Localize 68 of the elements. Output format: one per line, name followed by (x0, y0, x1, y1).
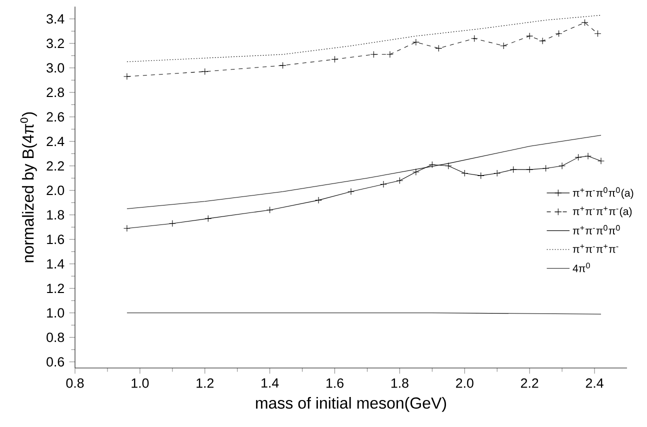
y-tick-label: 2.0 (46, 186, 64, 196)
point (510, 166, 517, 174)
y-tick-label: 2.4 (46, 136, 64, 146)
point (558, 162, 566, 170)
x-tick-label: 1.4 (262, 378, 279, 388)
point (555, 30, 562, 38)
y-tick-label: 1.4 (47, 259, 64, 268)
text: π$^{+}$π$^{-}$π$^{0}$π$^{0}$(a) (572, 187, 634, 199)
point (574, 154, 582, 161)
y-tick-label: 2.8 (46, 88, 64, 98)
point (477, 172, 484, 180)
point (279, 62, 286, 69)
point (123, 224, 130, 232)
x-tick-label: 2.4 (586, 378, 604, 388)
point (201, 68, 208, 76)
y-tick-label: 3.4 (46, 14, 64, 24)
point (386, 50, 394, 58)
point (348, 188, 354, 196)
point (500, 42, 508, 50)
point (266, 206, 274, 214)
y-tick-label: 1.6 (47, 234, 64, 244)
point (461, 170, 468, 177)
legend-label: π$^{+}$π$^{-}$π$^{+}$π$^{-}$ (572, 244, 618, 253)
point (542, 164, 550, 172)
point (331, 56, 338, 63)
y-tick-label: 1.0 (47, 308, 64, 318)
point (444, 162, 452, 170)
point (370, 50, 378, 58)
legend-label: π$^{+}$π$^{-}$π$^{0}$π$^{0}$ (572, 225, 620, 234)
y-tick-label: 1.2 (47, 284, 64, 294)
point (598, 158, 604, 164)
y-tick-label: 2.6 (46, 112, 64, 122)
y-tick-label: 1.8 (47, 210, 64, 220)
y-tick-label: 0.6 (46, 357, 64, 367)
point (526, 32, 534, 40)
x-tick-label: 2.2 (520, 378, 538, 388)
point (581, 19, 588, 26)
x-tick-label: 0.8 (66, 378, 84, 388)
point (539, 37, 546, 44)
x-tick-label: 1.8 (391, 378, 408, 388)
point (412, 168, 420, 176)
point (494, 170, 501, 177)
line-series (126, 14, 602, 62)
y-tick-label: 3.0 (46, 63, 64, 73)
point (123, 72, 130, 80)
point (594, 30, 602, 38)
point (380, 180, 387, 188)
point (168, 220, 176, 227)
x-axis-title: mass of initial meson(GeV) (256, 396, 446, 412)
point (204, 215, 212, 222)
x-tick-label: 1.2 (196, 378, 214, 388)
y-tick-label: 3.2 (46, 38, 64, 48)
y-tick-label: 2.2 (46, 161, 64, 171)
point (315, 196, 322, 204)
point (412, 38, 420, 46)
y-tick-label: 0.8 (46, 332, 64, 342)
x-tick-label: 1.6 (326, 378, 344, 388)
x-tick-label: 1.0 (132, 378, 149, 388)
point (584, 152, 592, 160)
x-tick-label: 2.0 (456, 378, 474, 388)
legend-label: 4π$^{0}$ (572, 262, 590, 272)
point (396, 177, 404, 184)
point (526, 166, 534, 174)
point (470, 35, 478, 42)
text: π$^{+}$π$^{-}$π$^{+}$π$^{-}$(a) (572, 206, 632, 218)
y-axis-title: normalized by B(4π$^{0}$) (20, 112, 37, 262)
point (435, 44, 442, 52)
point (428, 161, 436, 168)
